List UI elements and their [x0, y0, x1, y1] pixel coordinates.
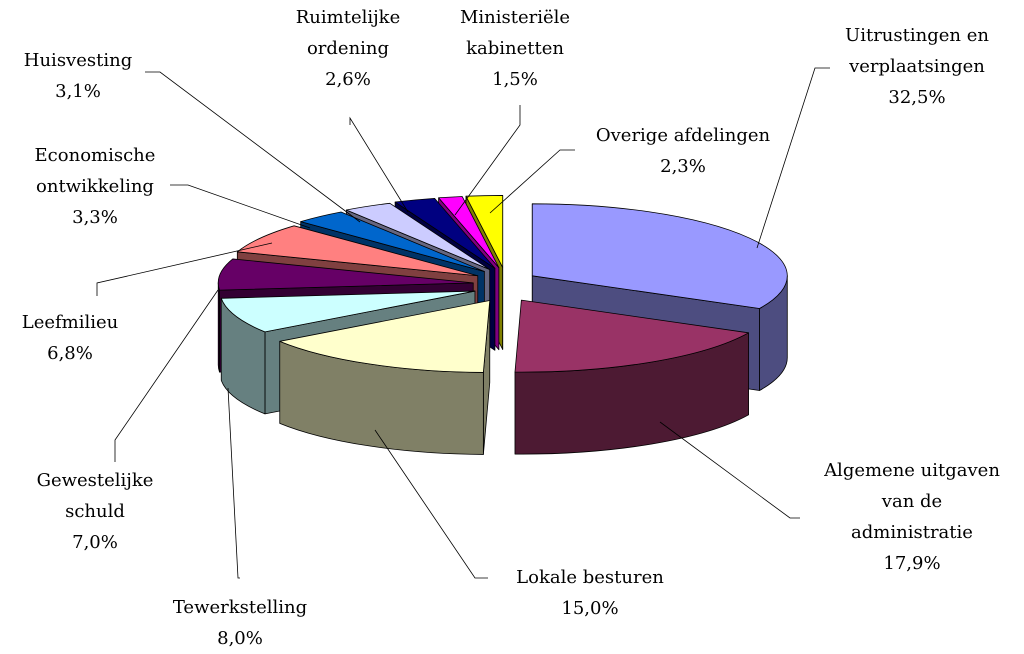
category-label: Lokale besturen — [516, 567, 664, 588]
category-label: Leefmilieu — [21, 312, 119, 333]
slice-top — [438, 196, 500, 269]
leader-line — [659, 421, 800, 519]
value-label: 2,3% — [660, 156, 706, 177]
slice-top — [279, 300, 491, 373]
value-label: 17,9% — [883, 553, 941, 574]
value-label: 6,8% — [47, 343, 93, 364]
leader-line — [96, 242, 273, 296]
slice-top — [465, 195, 504, 268]
value-label: 2,6% — [325, 69, 371, 90]
value-label: 3,1% — [55, 81, 101, 102]
slice-label: Uitrustingen en verplaatsingen 32,5% — [787, 20, 1024, 113]
leader-line — [756, 67, 830, 249]
slice-label: Huisvesting 3,1% — [0, 45, 208, 107]
slice-label: Gewestelijke schuld 7,0% — [0, 465, 225, 558]
leader-line — [170, 184, 311, 229]
value-label: 1,5% — [492, 69, 538, 90]
leader-line — [489, 149, 575, 214]
slice-label: Lokale besturen 15,0% — [460, 562, 720, 624]
category-label: Tewerkstelling — [172, 597, 308, 618]
slice-label: Tewerkstelling 8,0% — [110, 592, 370, 654]
slice-top — [300, 211, 485, 272]
slice-top — [345, 202, 491, 270]
category-label: Economische ontwikkeling — [34, 145, 156, 197]
slice-wall — [217, 282, 220, 373]
category-label: Huisvesting — [23, 50, 133, 71]
slice-top — [236, 225, 479, 277]
slice-top — [514, 299, 749, 373]
leader-line — [145, 71, 361, 223]
slice-label: Economische ontwikkeling 3,3% — [0, 140, 225, 233]
category-label: Uitrustingen en verplaatsingen — [845, 25, 989, 77]
value-label: 32,5% — [888, 87, 946, 108]
category-label: Algemene uitgaven van de administratie — [824, 460, 1000, 543]
value-label: 8,0% — [217, 628, 263, 649]
pie-slice — [514, 299, 749, 455]
slice-label: Ruimtelijke ordening 2,6% — [218, 2, 478, 95]
value-label: 15,0% — [561, 598, 619, 619]
leader-line — [374, 429, 488, 579]
pie-slice — [279, 300, 491, 455]
slice-top — [217, 258, 474, 291]
value-label: 3,3% — [72, 207, 118, 228]
category-label: Overige afdelingen — [595, 125, 771, 146]
value-label: 7,0% — [72, 532, 118, 553]
slice-label: Ministeriële kabinetten 1,5% — [385, 2, 645, 95]
slice-label: Algemene uitgaven van de administratie 17… — [782, 455, 1024, 579]
slice-top — [220, 290, 476, 333]
category-label: Ruimtelijke ordening — [295, 7, 401, 59]
leader-line — [454, 105, 521, 216]
category-label: Ministeriële kabinetten — [459, 7, 571, 59]
slice-label: Leefmilieu 6,8% — [0, 307, 200, 369]
slice-top — [531, 203, 788, 309]
leader-line — [114, 289, 219, 462]
leader-line — [227, 387, 240, 579]
slice-label: Overige afdelingen 2,3% — [553, 120, 813, 182]
category-label: Gewestelijke schuld — [36, 470, 154, 522]
slice-top — [394, 197, 496, 269]
leader-line — [349, 116, 409, 213]
